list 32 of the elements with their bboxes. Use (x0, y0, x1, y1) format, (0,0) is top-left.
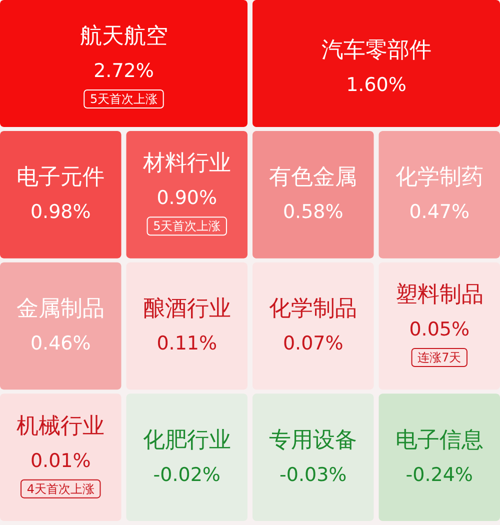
data-label: 0.05% (409, 318, 470, 340)
data-label: 1.60% (346, 74, 406, 96)
category-label: 电子信息 (395, 428, 484, 453)
data-label: 0.47% (409, 201, 470, 224)
data-label: 0.58% (282, 201, 344, 224)
category-label: 电子元件 (16, 165, 105, 190)
category-label: 化肥行业 (142, 428, 231, 453)
data-label: 0.11% (156, 332, 218, 354)
text: 5天首次上涨 (153, 219, 221, 234)
data-label: 0.07% (282, 332, 344, 354)
data-label: -0.03% (280, 464, 347, 486)
category-label: 汽车零部件 (321, 38, 432, 63)
category-label: 金属制品 (16, 296, 105, 322)
category-label: 航天航空 (80, 24, 168, 49)
data-label: 0.01% (30, 450, 91, 472)
category-label: 化学制品 (269, 296, 358, 322)
text: 5天首次上涨 (90, 92, 158, 106)
data-label: 0.98% (30, 201, 91, 224)
text: 4天首次上涨 (26, 482, 94, 496)
data-label: 0.90% (156, 187, 218, 210)
data-label: 0.46% (30, 332, 91, 354)
data-label: 2.72% (94, 60, 154, 82)
category-label: 酿酒行业 (142, 296, 231, 322)
data-label: -0.24% (406, 464, 473, 486)
category-label: 化学制药 (395, 165, 484, 190)
category-label: 专用设备 (269, 428, 358, 453)
category-label: 塑料制品 (395, 282, 484, 308)
category-label: 有色金属 (269, 165, 358, 190)
category-label: 材料行业 (142, 151, 231, 176)
text: 连涨7天 (418, 350, 462, 364)
category-label: 机械行业 (16, 414, 105, 439)
data-label: -0.02% (153, 464, 220, 486)
